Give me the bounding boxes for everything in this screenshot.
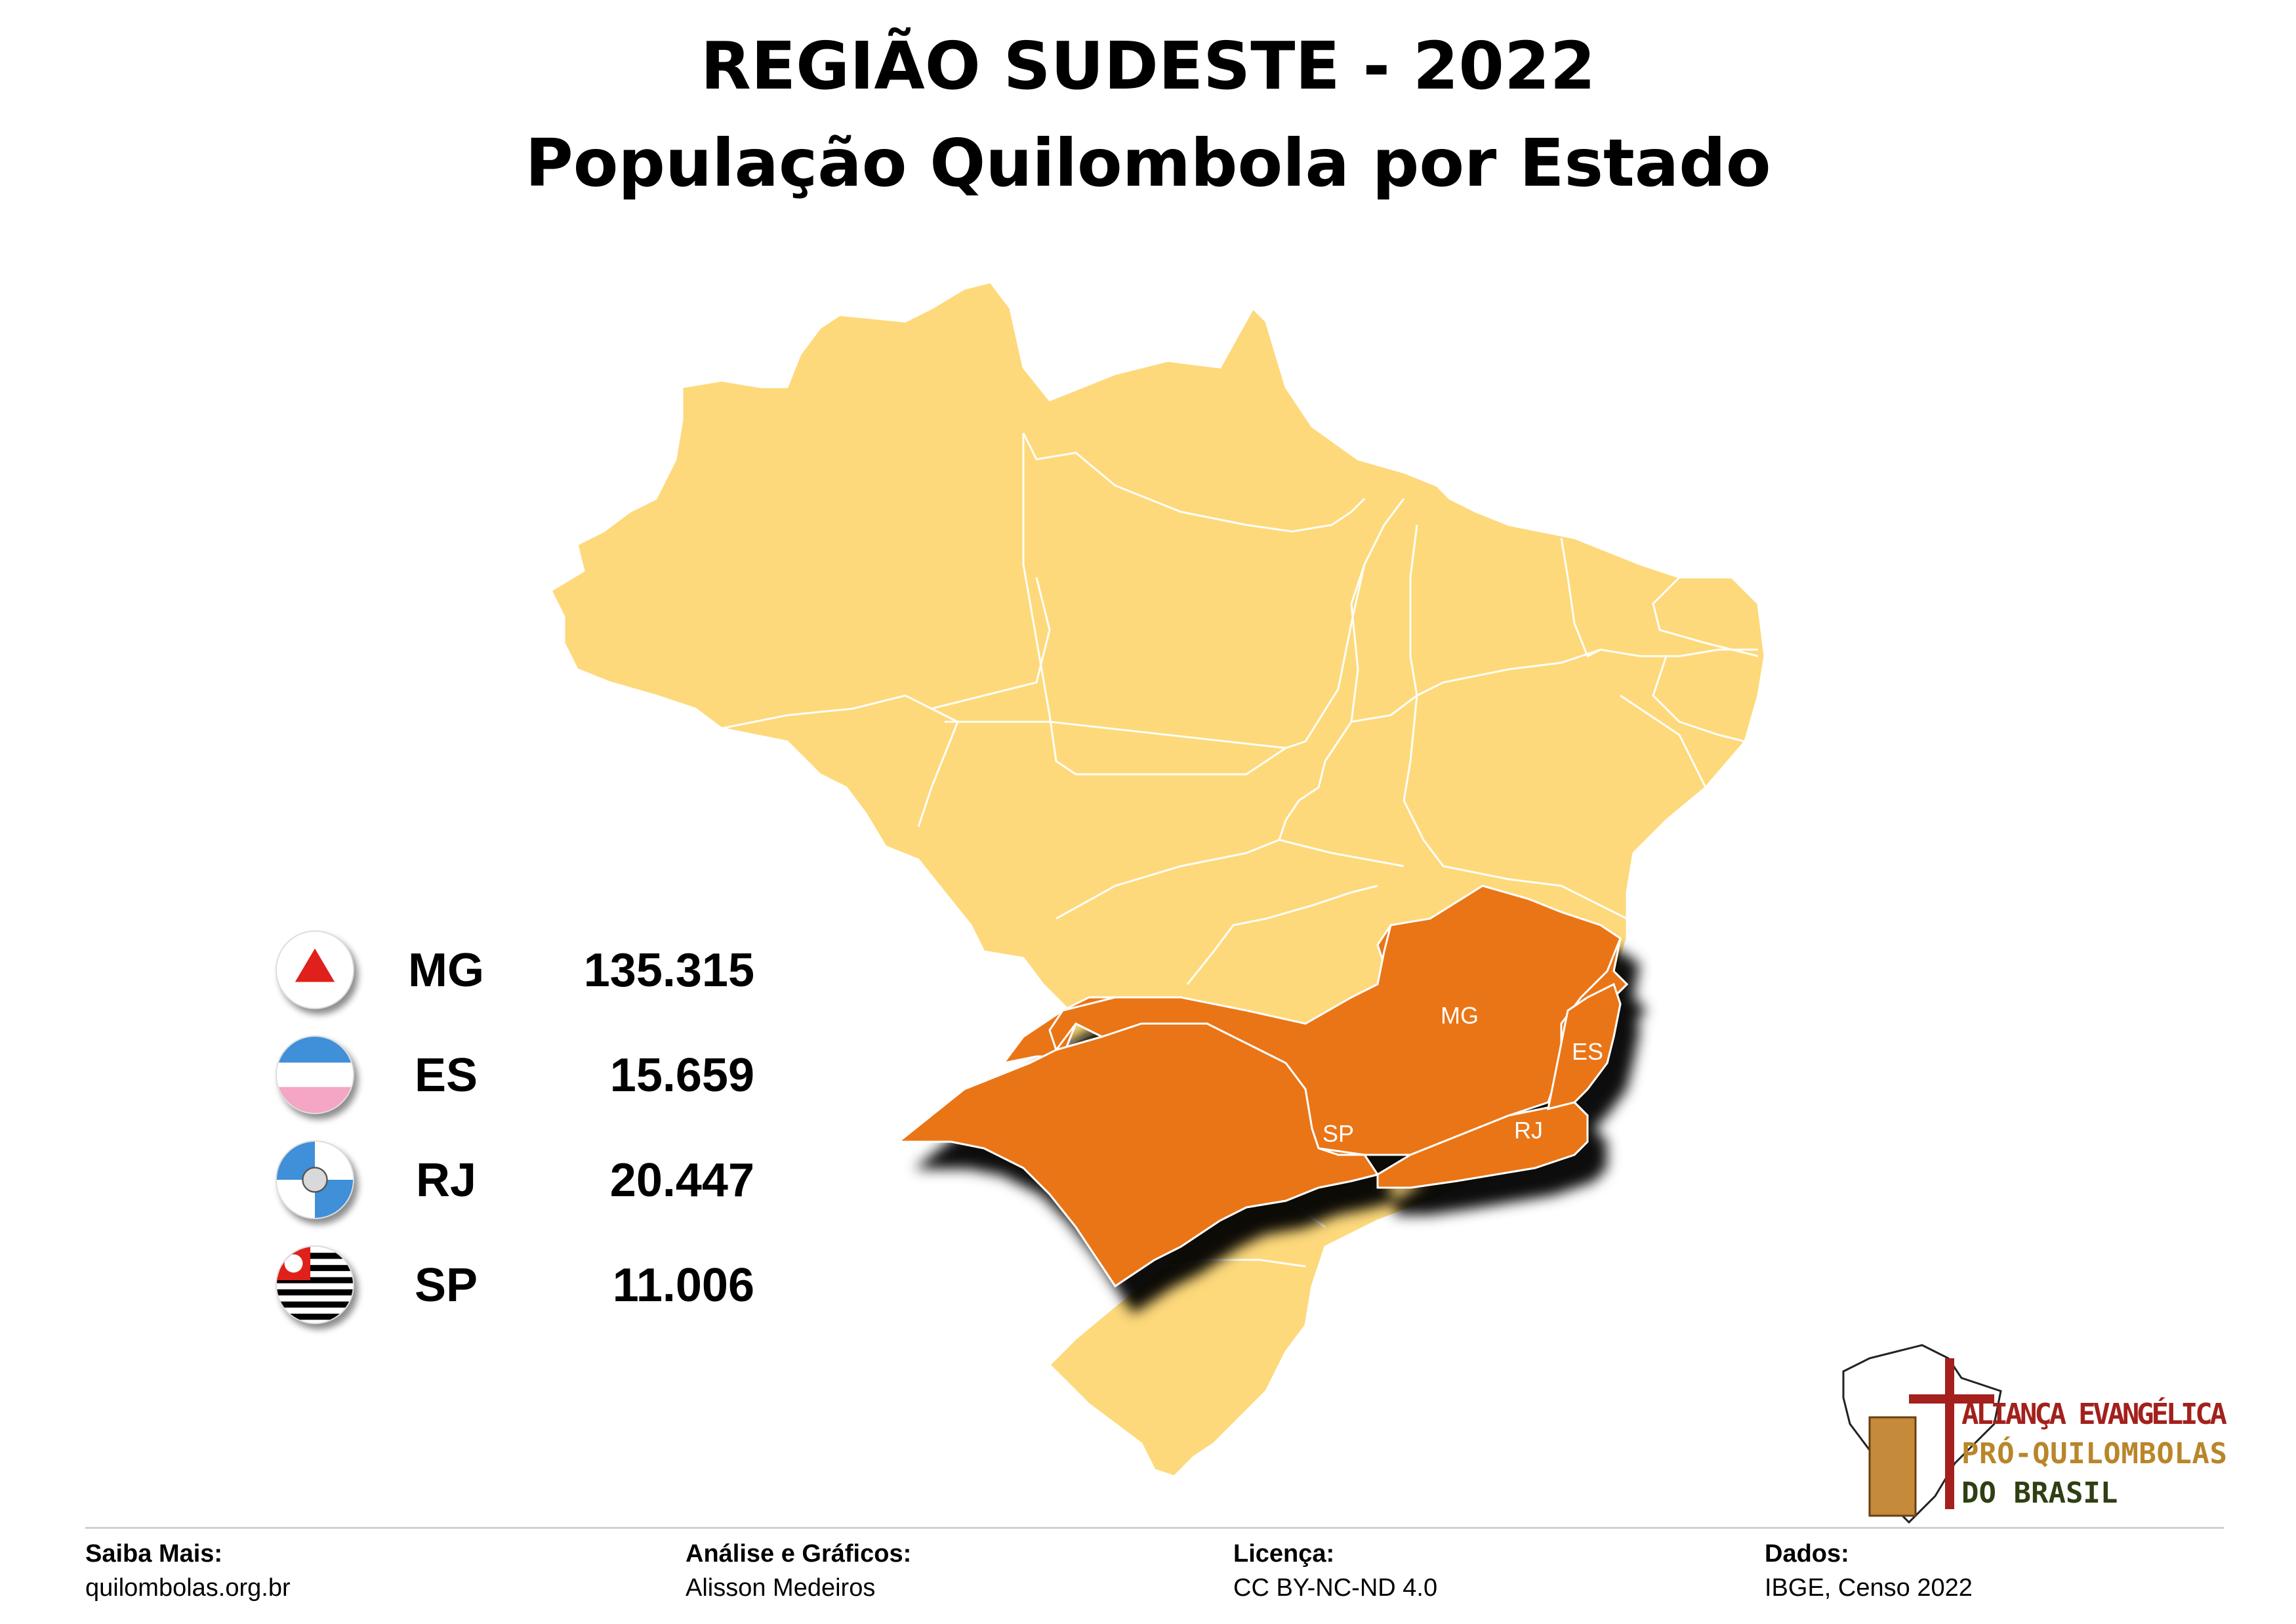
- map-label-sp: SP: [1322, 1120, 1354, 1147]
- sao-paulo-flag-icon: [276, 1245, 354, 1324]
- logo-line-1: ALIANÇA EVANGÉLICA: [1961, 1396, 2227, 1431]
- footer-link-quilombolas[interactable]: quilombolas.org.br: [85, 1574, 291, 1602]
- legend-abbr: MG: [408, 944, 484, 997]
- state-es: [1547, 982, 1622, 1111]
- legend-abbr: ES: [414, 1049, 478, 1102]
- legend-value: 20.447: [609, 1154, 754, 1207]
- pilao-icon: [1868, 1416, 1917, 1517]
- cross-icon: [1945, 1358, 1954, 1509]
- map-subtitle: População Quilombola por Estado: [525, 125, 1771, 201]
- state-sp: [895, 1022, 1380, 1288]
- logo-line-2: PRÓ-QUILOMBOLAS: [1961, 1436, 2227, 1470]
- alianca-logo: ALIANÇA EVANGÉLICA PRÓ-QUILOMBOLAS DO BR…: [1842, 1344, 2227, 1524]
- footer-licenca: Licença: CC BY-NC-ND 4.0: [1233, 1540, 1438, 1602]
- map-label-es: ES: [1572, 1038, 1603, 1065]
- minas-gerais-flag-icon: [276, 930, 354, 1009]
- footer-saiba-mais: Saiba Mais: quilombolas.org.br: [85, 1537, 291, 1605]
- map-label-rj: RJ: [1514, 1117, 1543, 1144]
- legend-row-mg: MG 135.315: [269, 925, 768, 1010]
- legend-row-es: ES 15.659: [269, 1030, 768, 1115]
- legend-abbr: SP: [414, 1259, 478, 1312]
- footer-divider: [85, 1527, 2224, 1529]
- legend-abbr: RJ: [415, 1154, 477, 1207]
- state-rj: [1376, 1101, 1589, 1189]
- legend-value: 135.315: [583, 944, 754, 997]
- map-title: REGIÃO SUDESTE - 2022: [700, 28, 1596, 104]
- footer-analise: Análise e Gráficos: Alisson Medeiros: [686, 1540, 912, 1602]
- rio-de-janeiro-flag-icon: [276, 1140, 354, 1219]
- legend-value: 11.006: [612, 1259, 754, 1312]
- footer-dados: Dados: IBGE, Censo 2022: [1765, 1540, 1973, 1602]
- legend-row-sp: SP 11.006: [269, 1240, 768, 1325]
- legend-value: 15.659: [609, 1049, 754, 1102]
- legend-row-rj: RJ 20.447: [269, 1135, 768, 1220]
- southeast-region: [895, 885, 1629, 1288]
- espirito-santo-flag-icon: [276, 1035, 354, 1114]
- map-label-mg: MG: [1441, 1002, 1479, 1029]
- logo-line-3: DO BRASIL: [1961, 1476, 2118, 1510]
